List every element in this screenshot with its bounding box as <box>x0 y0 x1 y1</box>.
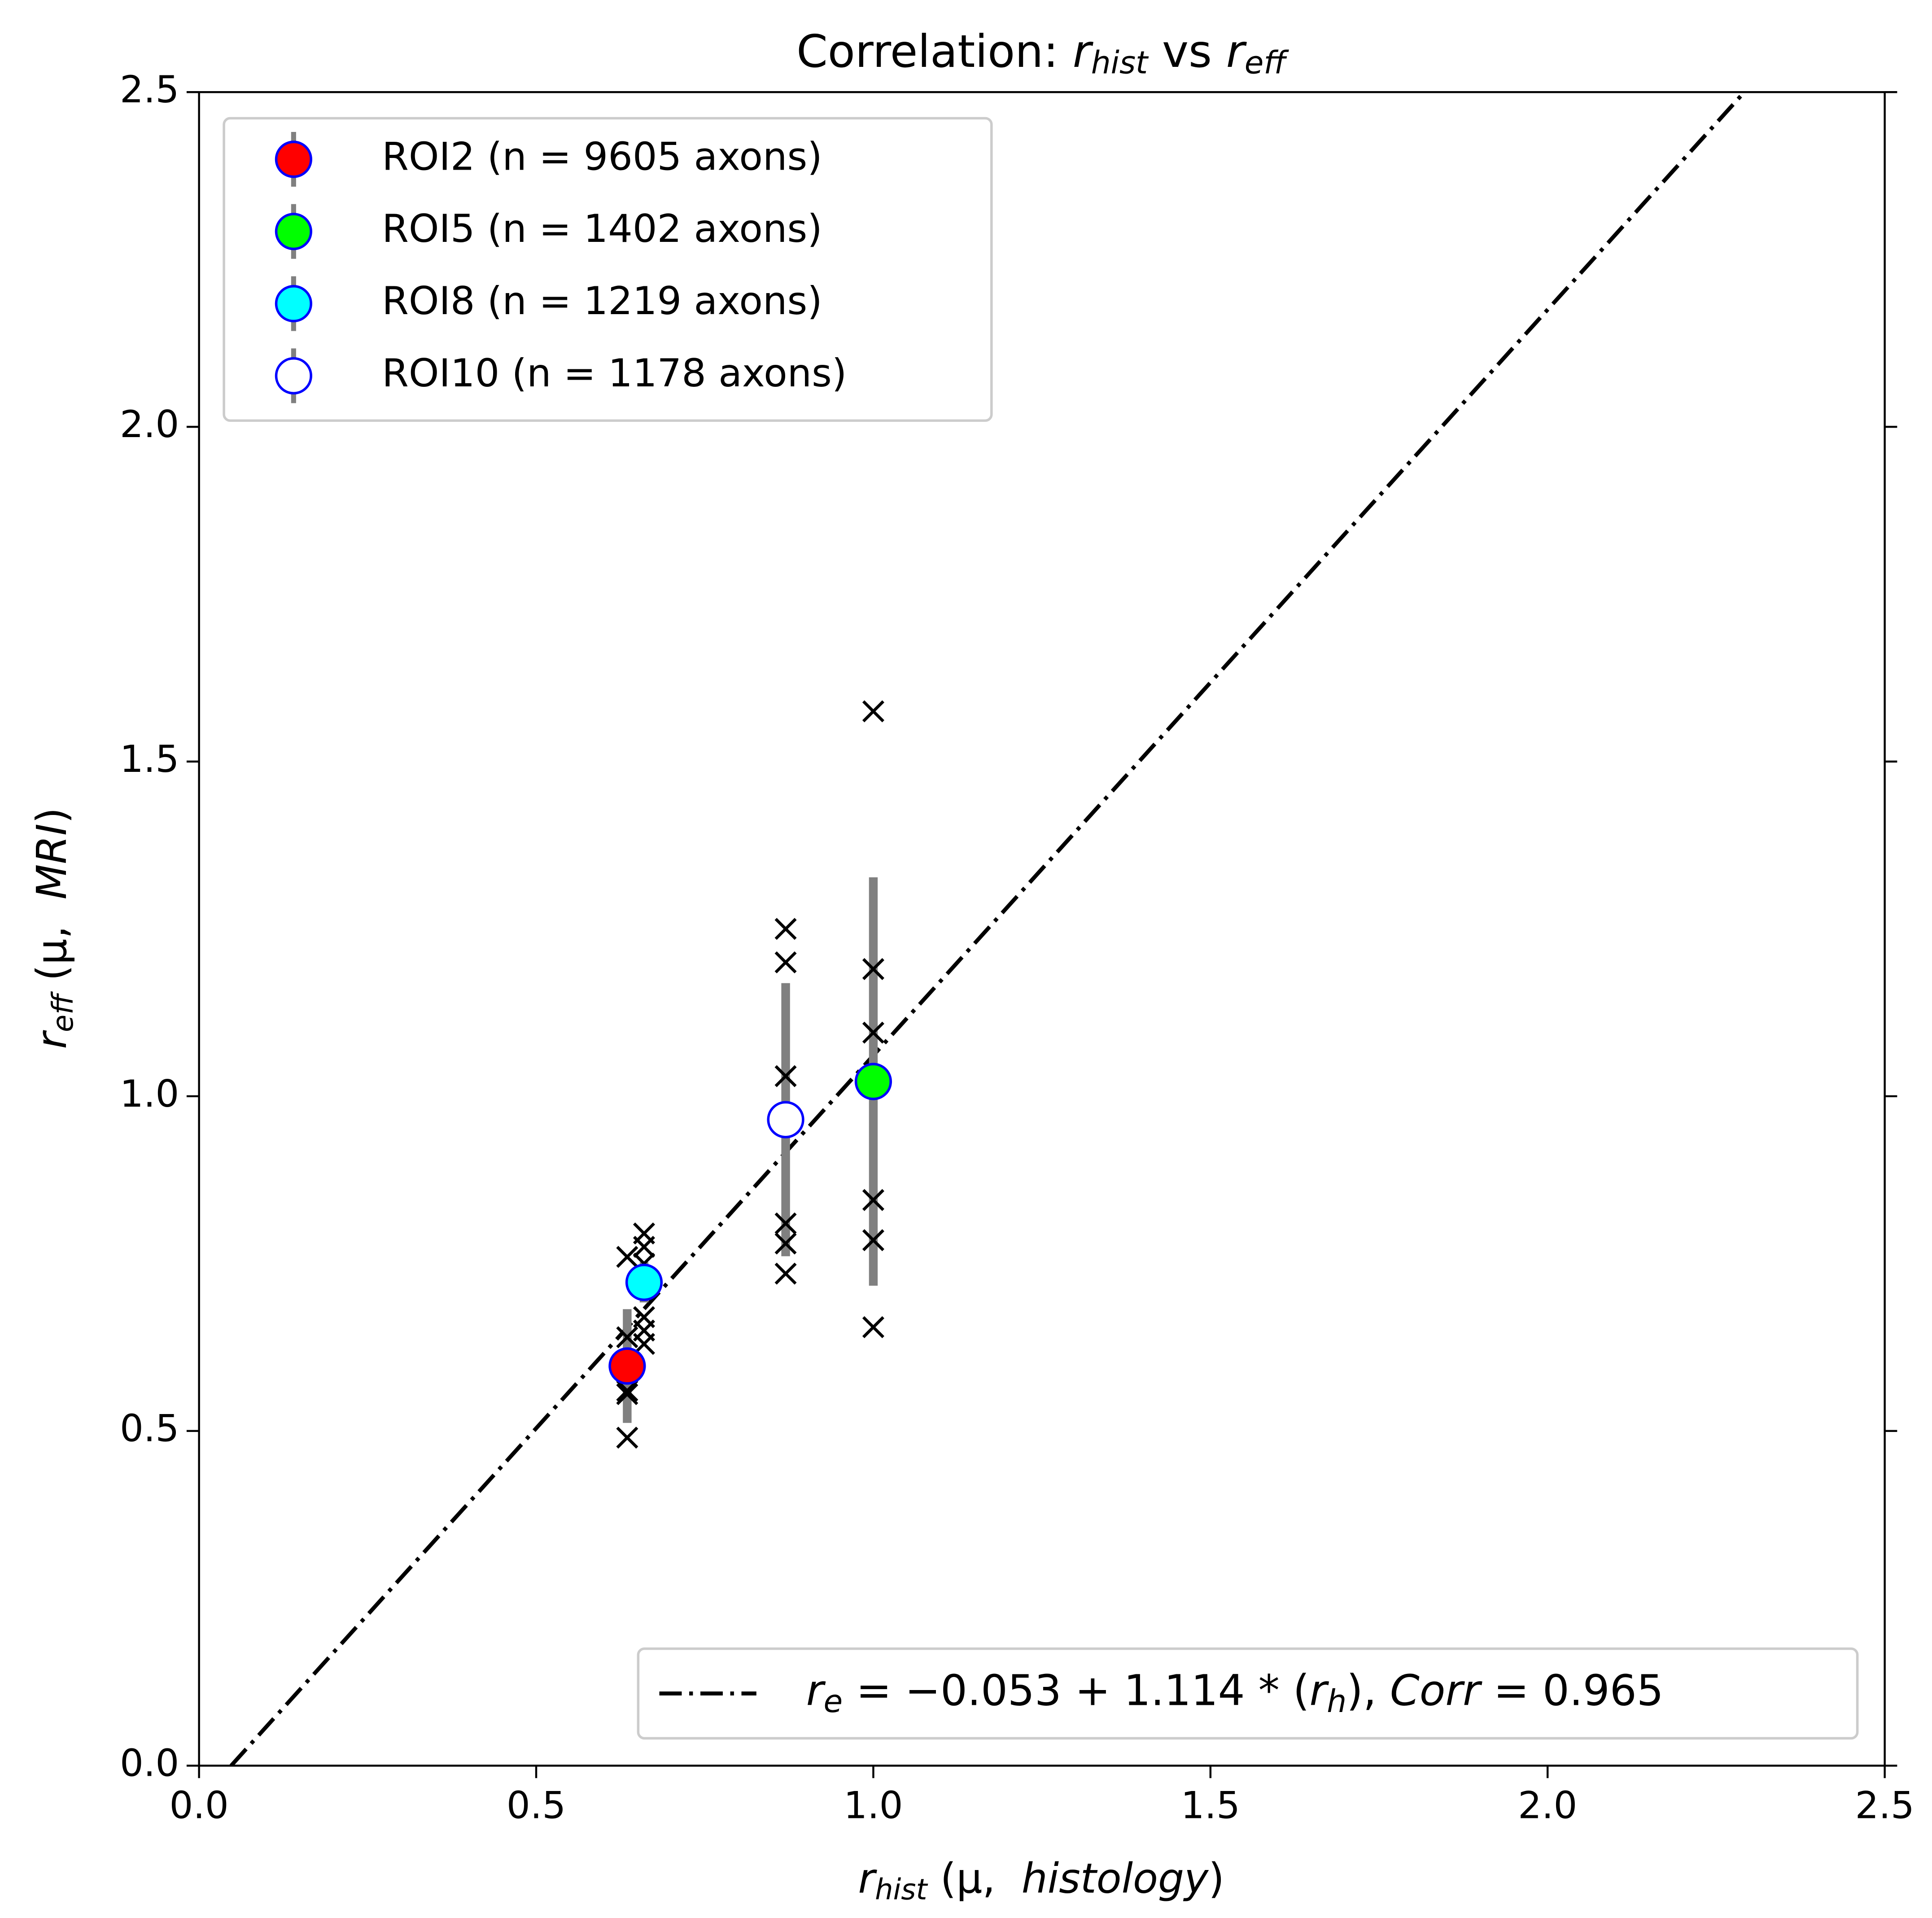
title-subscript: eff <box>1245 45 1289 81</box>
label-text: ) <box>1208 1854 1224 1902</box>
legend-label: ROI5 (n = 1402 axons) <box>382 206 822 251</box>
sample-marker <box>774 951 797 974</box>
y-tick-label: 2.5 <box>120 68 179 111</box>
y-tick-label: 2.0 <box>120 403 179 446</box>
sample-marker <box>616 1326 638 1349</box>
fit-label-part: Corr <box>1390 1666 1482 1716</box>
sample-marker <box>616 1383 638 1406</box>
title-symbol: r <box>1226 25 1247 78</box>
legend-marker <box>275 357 312 395</box>
fit-label-part: r <box>806 1666 826 1716</box>
label-text: histology <box>1022 1854 1209 1902</box>
plot-area <box>229 92 1746 1766</box>
fit-label-part: = −0.053 + 1.114 * ( <box>843 1666 1309 1716</box>
fit-label-part: e <box>823 1684 843 1720</box>
sample-marker <box>862 1189 884 1211</box>
roi-marker <box>767 1101 804 1139</box>
x-tick-label: 1.0 <box>844 1784 903 1827</box>
label-subscript: hist <box>875 1873 928 1906</box>
sample-marker <box>774 1065 797 1087</box>
y-tick-label: 1.0 <box>120 1072 179 1116</box>
sample-marker <box>774 1262 797 1285</box>
y-tick-label: 1.5 <box>120 737 179 781</box>
title-text: vs <box>1148 25 1226 78</box>
chart-title: Correlation: rhist vs reff <box>796 25 1289 81</box>
y-axis-label: reff (μ, MRI) <box>28 807 80 1049</box>
x-axis-label: rhist (μ, histology) <box>858 1854 1224 1906</box>
sample-marker <box>616 1246 638 1268</box>
title-text: Correlation: <box>796 25 1073 78</box>
roi-marker <box>608 1347 646 1385</box>
x-tick-label: 1.5 <box>1181 1784 1240 1827</box>
x-tick-label: 2.5 <box>1855 1784 1914 1827</box>
sample-marker <box>774 918 797 940</box>
sample-marker <box>774 1232 797 1255</box>
fit-label-part: ), <box>1346 1666 1390 1716</box>
sample-marker <box>862 700 884 723</box>
sample-marker <box>633 1235 656 1258</box>
legend-label: ROI10 (n = 1178 axons) <box>382 351 847 396</box>
legend-marker <box>275 285 312 323</box>
plot-frame <box>198 91 1886 1767</box>
sample-marker <box>862 1316 884 1339</box>
x-tick-label: 2.0 <box>1518 1784 1577 1827</box>
legend-label: ROI8 (n = 1219 axons) <box>382 279 822 324</box>
label-subscript: eff <box>47 991 80 1032</box>
y-tick-label: 0.0 <box>120 1741 179 1785</box>
sample-marker <box>862 958 884 980</box>
fit-label-part: r <box>1309 1666 1329 1716</box>
legend-marker <box>275 213 312 250</box>
label-text: (μ, <box>927 1854 1022 1902</box>
title-symbol: r <box>1073 25 1094 78</box>
label-symbol: r <box>858 1854 878 1902</box>
legend-label: ROI2 (n = 9605 axons) <box>382 134 822 179</box>
label-text: MRI <box>28 823 76 899</box>
fit-label-part: h <box>1327 1684 1346 1720</box>
label-text: ) <box>28 807 76 823</box>
sample-marker <box>616 1379 638 1402</box>
roi-marker <box>625 1263 663 1301</box>
legend-marker <box>275 140 312 178</box>
fit-legend-box <box>637 1647 1859 1740</box>
fit-label-part: = 0.965 <box>1480 1666 1664 1716</box>
title-subscript: hist <box>1091 45 1149 81</box>
fit-line <box>229 92 1746 1766</box>
roi-marker <box>854 1063 892 1100</box>
sample-marker <box>774 1212 797 1235</box>
sample-marker <box>862 1229 884 1252</box>
x-tick-label: 0.5 <box>507 1784 566 1827</box>
fit-legend-label: re = −0.053 + 1.114 * (rh), Corr = 0.965 <box>806 1666 1664 1720</box>
sample-marker <box>616 1427 638 1449</box>
legend-box <box>223 117 993 422</box>
x-tick-label: 0.0 <box>169 1784 228 1827</box>
label-text: (μ, <box>28 900 76 994</box>
sample-marker <box>862 1021 884 1044</box>
y-tick-label: 0.5 <box>120 1407 179 1450</box>
label-symbol: r <box>28 1030 76 1049</box>
